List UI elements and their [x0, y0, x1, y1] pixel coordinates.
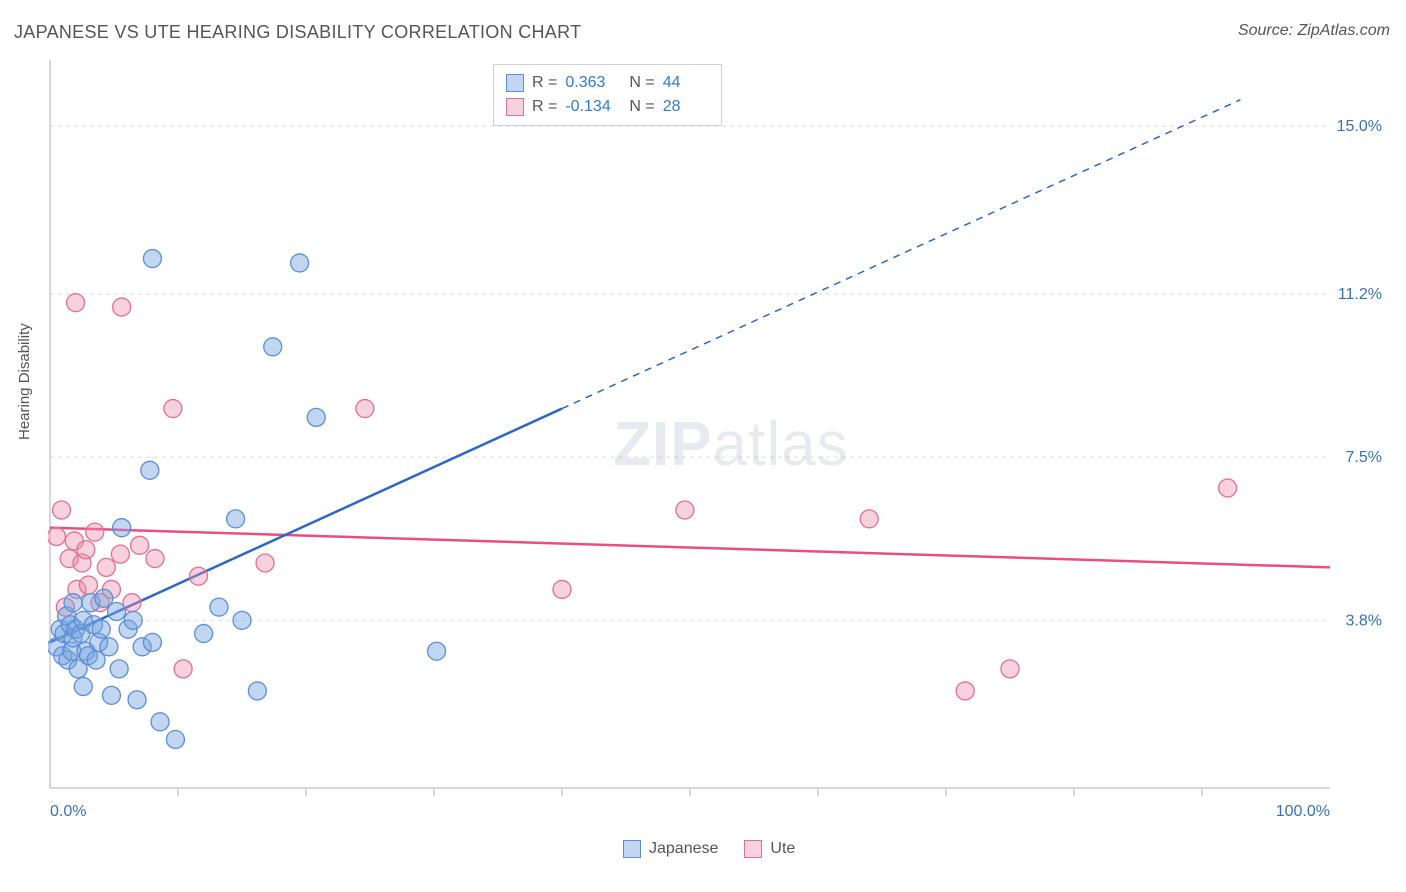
svg-text:7.5%: 7.5% — [1346, 449, 1382, 466]
stats-row-japanese: R = 0.363 N = 44 — [506, 71, 709, 95]
legend-item-japanese: Japanese — [623, 840, 718, 858]
stat-R-label: R = — [532, 98, 557, 116]
stats-row-ute: R = -0.134 N = 28 — [506, 95, 709, 119]
stat-R-ute: -0.134 — [565, 98, 611, 116]
stat-N-ute: 28 — [663, 98, 709, 116]
swatch-japanese — [623, 840, 641, 858]
svg-text:11.2%: 11.2% — [1338, 286, 1382, 303]
y-axis-label: Hearing Disability — [16, 323, 33, 440]
svg-text:100.0%: 100.0% — [1276, 803, 1330, 820]
svg-text:15.0%: 15.0% — [1337, 118, 1382, 135]
stat-R-japanese: 0.363 — [565, 74, 611, 92]
chart-svg: 3.8% 7.5% 11.2% 15.0% 0.0% 100.0% — [48, 58, 1388, 830]
chart-title: JAPANESE VS UTE HEARING DISABILITY CORRE… — [14, 22, 581, 43]
stat-R-label: R = — [532, 74, 557, 92]
legend-item-ute: Ute — [744, 840, 795, 858]
stats-legend-box: R = 0.363 N = 44 R = -0.134 N = 28 — [493, 64, 722, 126]
legend-label-ute: Ute — [770, 840, 795, 858]
svg-text:3.8%: 3.8% — [1346, 612, 1382, 629]
stat-N-label: N = — [629, 74, 654, 92]
stat-N-label: N = — [629, 98, 654, 116]
chart-plot-area: 3.8%7.5%11.2%15.0%0.0%100.0% ZIPatlas R … — [48, 58, 1388, 830]
svg-text:0.0%: 0.0% — [50, 803, 86, 820]
stat-N-japanese: 44 — [663, 74, 709, 92]
swatch-ute — [506, 98, 524, 116]
swatch-ute — [744, 840, 762, 858]
swatch-japanese — [506, 74, 524, 92]
legend-label-japanese: Japanese — [649, 840, 718, 858]
source-label: Source: ZipAtlas.com — [1238, 22, 1390, 40]
series-legend: Japanese Ute — [623, 840, 795, 858]
